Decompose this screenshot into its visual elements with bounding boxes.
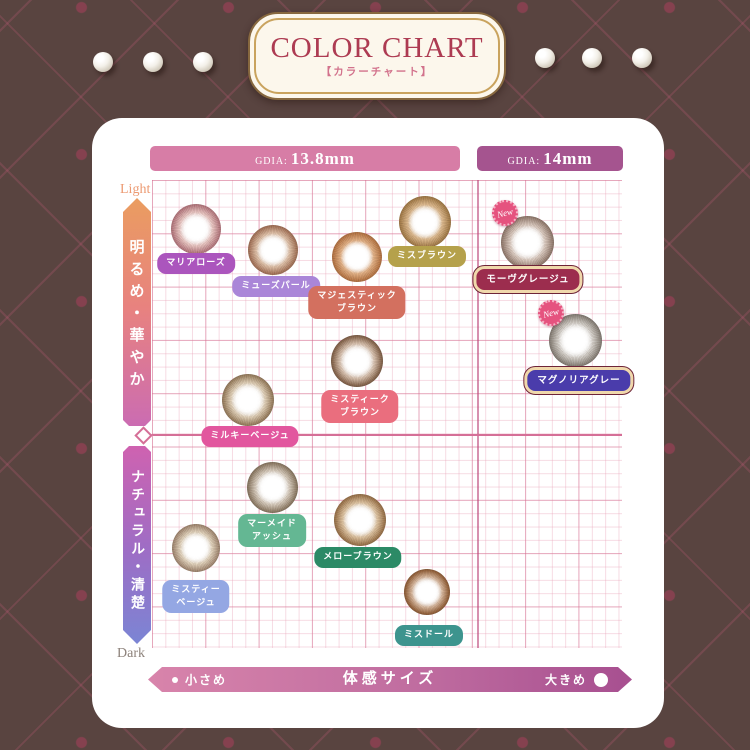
label-mellow-brown: メローブラウン (314, 547, 402, 568)
label-mauve-greige: モーヴグレージュ (473, 266, 583, 294)
page-title: COLOR CHART (270, 31, 484, 64)
pearl-decoration (535, 48, 555, 68)
gdia-prefix: GDIA: (255, 156, 288, 167)
lens-name-text: マグノリアグレー (537, 375, 621, 386)
lens-name-text: ミスドール (403, 630, 455, 640)
size-small-side: 小さめ (172, 671, 227, 688)
lens-majestic-brown (332, 232, 382, 282)
lens-name-text: ミスティー (171, 585, 221, 595)
lens-miss-brown (399, 196, 451, 248)
size-small-label: 小さめ (185, 673, 228, 687)
axis-natural-bar: ナチュラル・清楚 (123, 446, 151, 644)
size-axis-title: 体感サイズ (342, 671, 438, 687)
lens-milky-beige (222, 374, 274, 426)
lens-name-text: ブラウン (336, 303, 377, 314)
size-axis-bar: 小さめ 体感サイズ 大きめ (148, 667, 632, 692)
pearl-decoration (632, 48, 652, 68)
label-misty-beige: ミスティー ベージュ (162, 580, 230, 614)
lens-name-text: ブラウン (339, 407, 380, 418)
gdia-value: 13.8mm (290, 149, 355, 168)
size-large-label: 大きめ (544, 673, 587, 687)
lens-mermaid-ash (246, 461, 298, 513)
lens-misty-beige (172, 524, 220, 572)
axis-bright-bar: 明るめ・華やか (123, 198, 151, 426)
label-milky-beige: ミルキーベージュ (201, 426, 299, 447)
label-magnolia-grey: マグノリアグレー (524, 367, 634, 395)
axis-light-label: Light (120, 182, 151, 197)
lens-name-text: アッシュ (251, 531, 293, 542)
lens-name-text: モーヴグレージュ (486, 274, 570, 285)
lens-name-text: ミューズパール (241, 281, 311, 291)
label-muse-pearl: ミューズパール (232, 276, 320, 297)
page-subtitle: 【カラーチャート】 (320, 65, 434, 78)
label-majestic-brown: マジェスティック ブラウン (308, 286, 406, 320)
lens-maria-rose (171, 204, 221, 254)
lens-miss-doll (404, 569, 450, 615)
axis-bright-label: 明るめ・華やか (127, 239, 146, 393)
large-dot-icon (594, 673, 608, 687)
lens-muse-pearl (248, 225, 298, 275)
axis-dark-label: Dark (117, 646, 145, 661)
label-miss-brown: ミスブラウン (387, 246, 467, 267)
gdia-section-divider (477, 180, 479, 648)
pearl-decoration (143, 52, 163, 72)
lens-name-text: ミスブラウン (396, 251, 458, 261)
pearl-decoration (582, 48, 602, 68)
gdia-13-8mm-header: GDIA: 13.8mm (150, 146, 460, 171)
label-mystique-brown: ミスティーク ブラウン (321, 390, 399, 424)
pearl-decoration (193, 52, 213, 72)
lens-name-text: ベージュ (176, 597, 216, 608)
lens-name-text: ミスティーク (330, 395, 390, 405)
lens-name-text: ミルキーベージュ (210, 431, 290, 441)
lens-name-text: マリアローズ (166, 258, 226, 268)
title-banner-frame: COLOR CHART 【カラーチャート】 (254, 18, 500, 94)
axis-mid-line (150, 434, 622, 436)
lens-name-text: マジェスティック (317, 291, 397, 301)
axis-natural-label: ナチュラル・清楚 (129, 469, 145, 613)
lens-mystique-brown (331, 335, 383, 387)
small-dot-icon (172, 677, 178, 683)
pearl-decoration (93, 52, 113, 72)
label-miss-doll: ミスドール (394, 625, 464, 646)
size-large-side: 大きめ (545, 671, 608, 688)
title-banner: COLOR CHART 【カラーチャート】 (248, 12, 506, 100)
label-mermaid-ash: マーメイド アッシュ (238, 514, 306, 548)
lens-name-text: マーメイド (247, 519, 297, 529)
lens-mellow-brown (334, 494, 386, 546)
gdia-14mm-header: GDIA: 14mm (477, 146, 623, 171)
gdia-prefix: GDIA: (507, 156, 541, 167)
lens-name-text: メローブラウン (323, 552, 393, 562)
label-maria-rose: マリアローズ (157, 253, 235, 274)
gdia-value: 14mm (543, 149, 593, 168)
